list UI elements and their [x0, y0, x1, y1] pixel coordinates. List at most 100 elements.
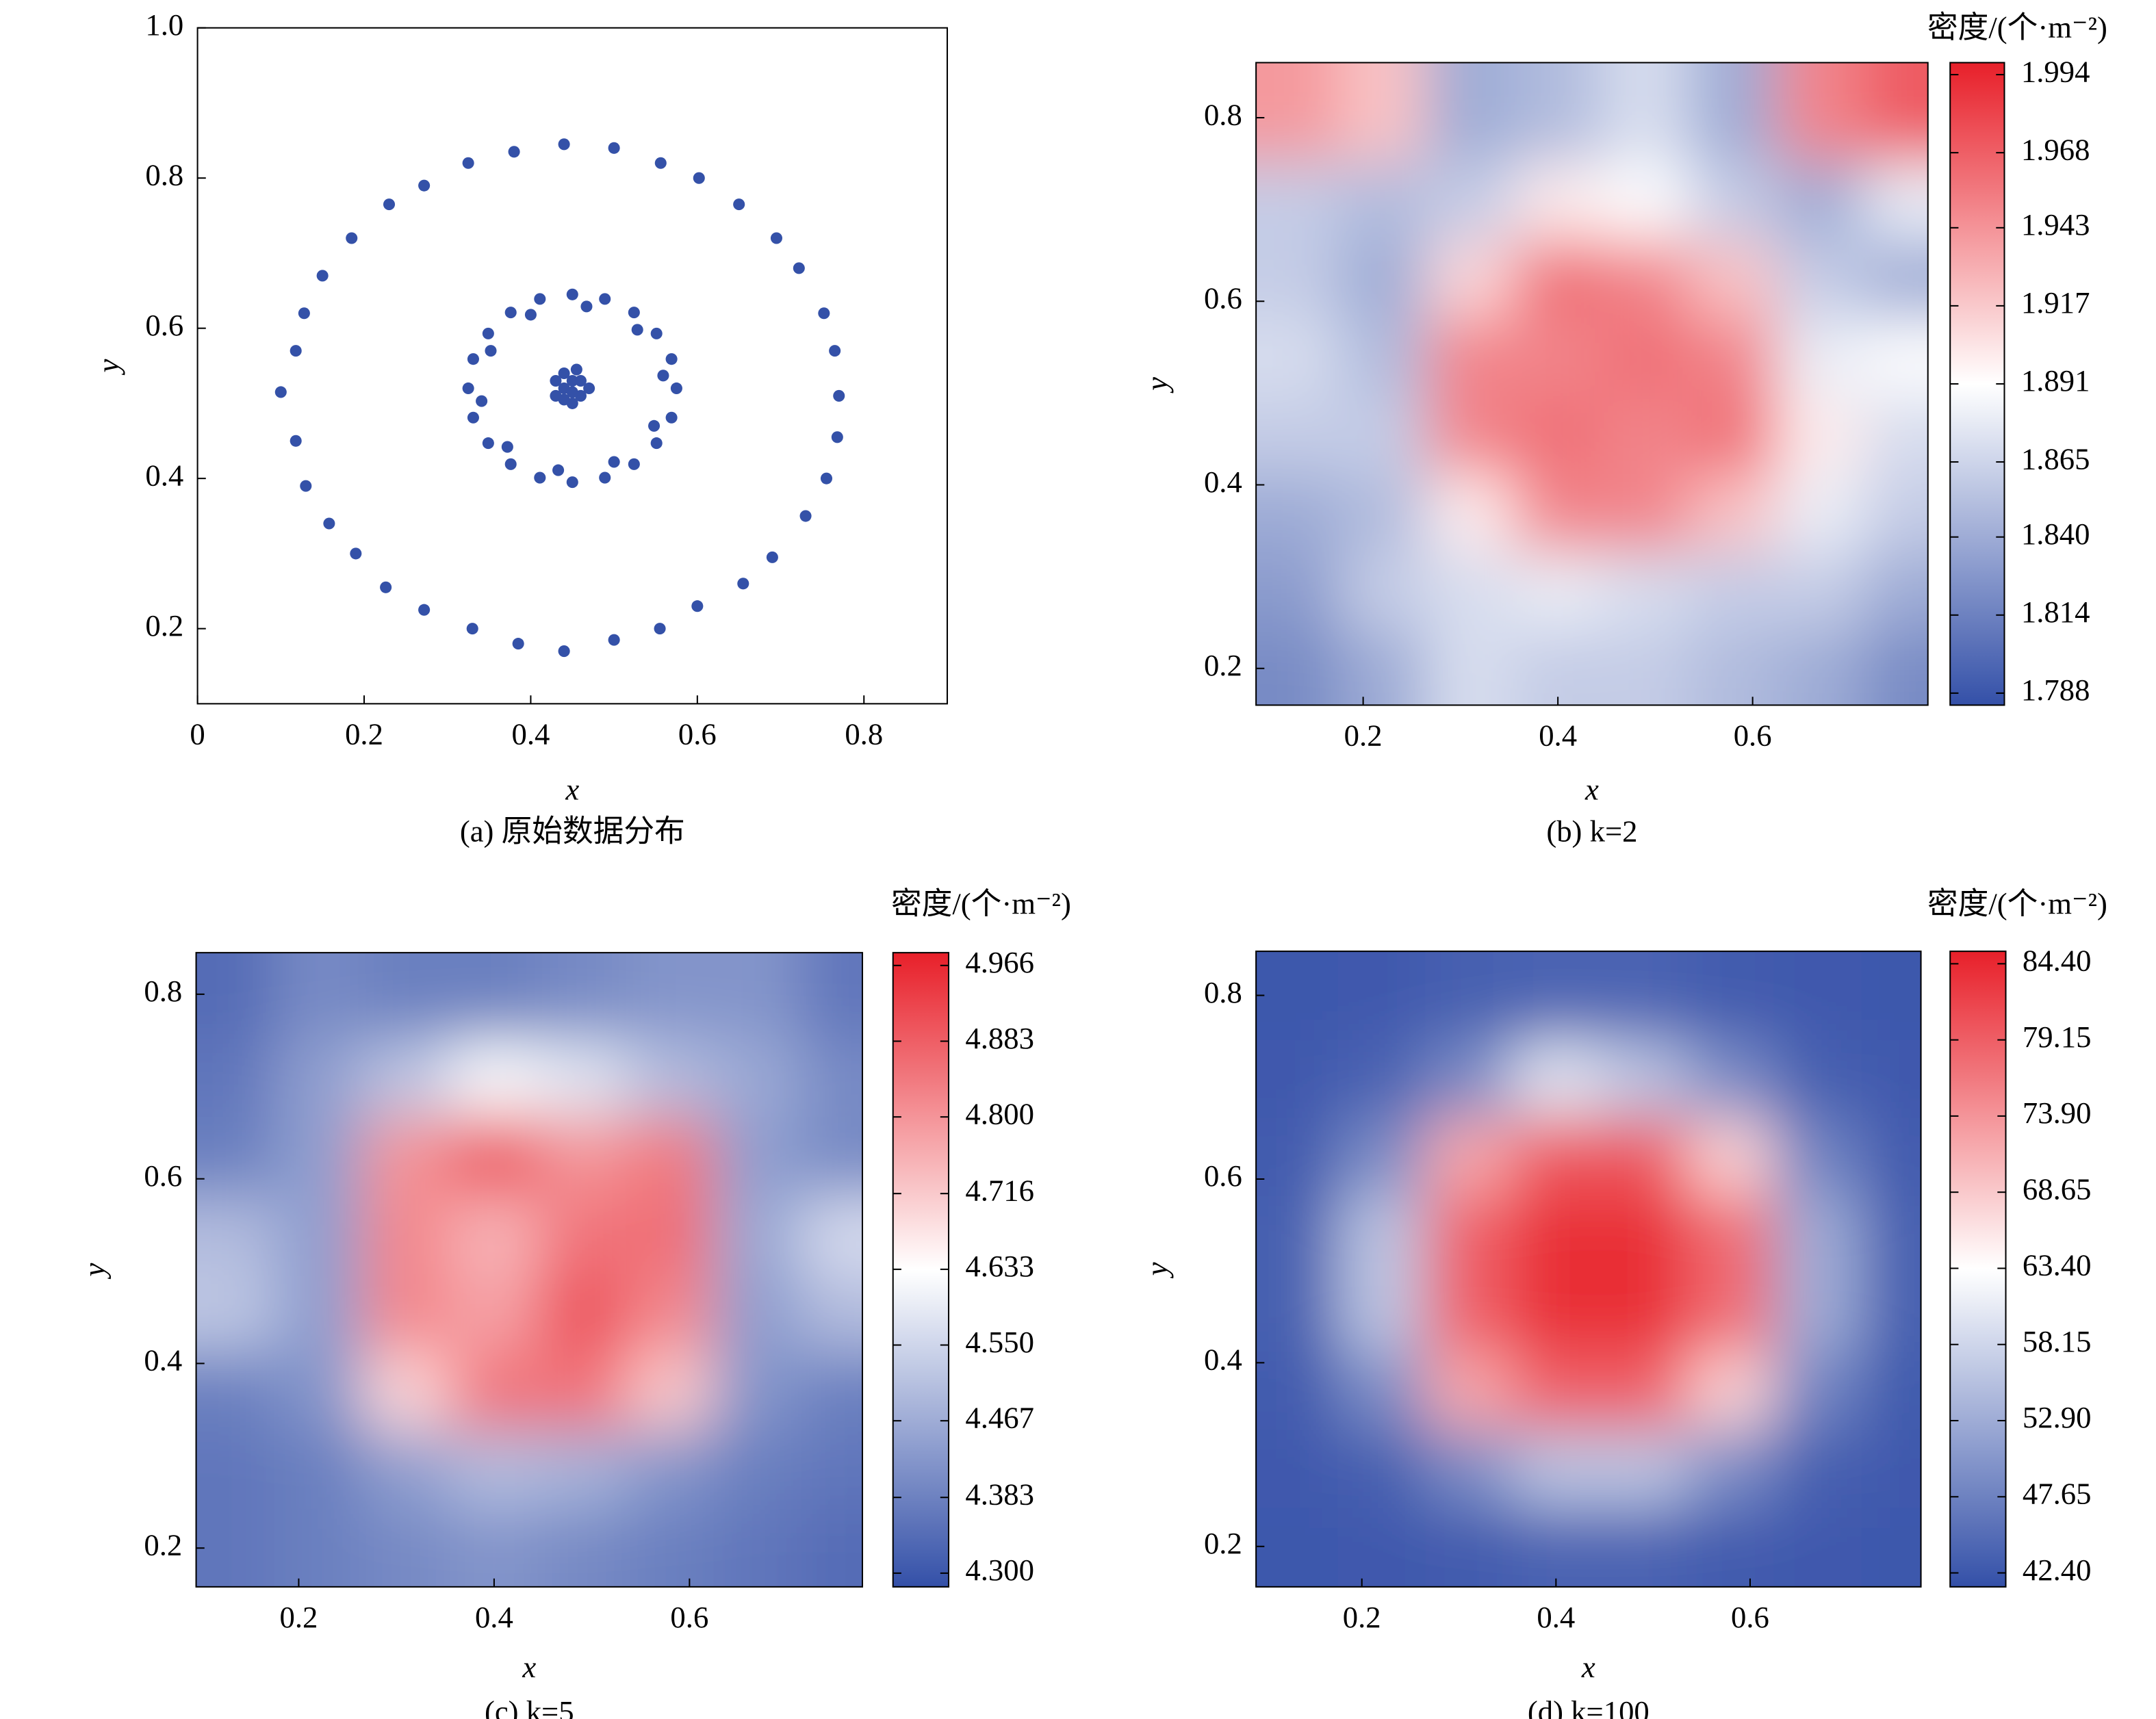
- caption: (c) k=5: [485, 1694, 574, 1719]
- heat-cell: [1862, 1273, 1921, 1352]
- heat-cell: [1777, 551, 1866, 630]
- heat-cell: [1689, 473, 1778, 552]
- heat-cell: [1864, 62, 1928, 162]
- heat-cell: [1426, 473, 1515, 552]
- heat-cell: [1337, 1507, 1426, 1587]
- heat-cell: [1774, 1039, 1863, 1118]
- heat-cell: [1689, 551, 1778, 630]
- heat-cell: [538, 1037, 627, 1117]
- heat-cell: [1689, 239, 1778, 318]
- colorbar-label: 密度/(个·m⁻²): [891, 886, 1071, 920]
- heat-cell: [801, 1273, 862, 1353]
- y-tick-label: 0.8: [1204, 97, 1242, 131]
- heat-cell: [450, 1273, 539, 1353]
- heat-cell: [1256, 395, 1340, 474]
- heat-cell: [1774, 1195, 1863, 1274]
- heatmap: [1256, 62, 1928, 706]
- heat-cell: [362, 953, 451, 1039]
- data-point: [558, 393, 570, 406]
- data-point: [650, 327, 663, 339]
- heatmap: [196, 953, 862, 1587]
- heat-cell: [1514, 473, 1603, 552]
- heat-cell: [1337, 1273, 1426, 1352]
- data-point: [818, 307, 830, 320]
- heat-cell: [1862, 1195, 1921, 1274]
- heat-cell: [1777, 395, 1866, 474]
- heat-cell: [1256, 161, 1340, 240]
- data-point: [657, 370, 669, 382]
- data-point: [566, 288, 578, 300]
- heat-cell: [1686, 1117, 1775, 1196]
- data-point: [501, 441, 513, 453]
- heat-cell: [1774, 1273, 1863, 1352]
- data-point: [829, 345, 841, 357]
- heat-cell: [362, 1508, 451, 1587]
- data-point: [628, 307, 640, 319]
- heat-cell: [1774, 1507, 1863, 1587]
- heat-cell: [1512, 1273, 1601, 1352]
- data-point: [599, 471, 611, 484]
- heatmap-cells: [1256, 62, 1928, 706]
- heat-cell: [1774, 1117, 1863, 1196]
- colorbar-tick-label: 1.917: [2021, 285, 2090, 320]
- data-point: [831, 431, 843, 443]
- colorbar-tick-label: 47.65: [2023, 1477, 2092, 1511]
- heat-cell: [450, 1508, 539, 1587]
- heat-cell: [1600, 1429, 1688, 1508]
- data-point: [323, 517, 335, 530]
- heat-cell: [196, 1508, 275, 1587]
- heat-cell: [1339, 395, 1428, 474]
- heat-cell: [1424, 1039, 1513, 1118]
- y-axis-label: y: [1140, 1262, 1174, 1278]
- heat-cell: [1862, 1507, 1921, 1587]
- heat-cell: [1514, 551, 1603, 630]
- heat-cell: [1862, 1117, 1921, 1196]
- heat-cell: [1689, 395, 1778, 474]
- x-tick-label: 0.4: [511, 716, 550, 751]
- data-point: [558, 367, 570, 380]
- heat-cell: [1689, 629, 1778, 706]
- y-tick-label: 0.8: [145, 157, 183, 192]
- data-point: [793, 262, 805, 274]
- colorbar-label: 密度/(个·m⁻²): [1927, 10, 2107, 44]
- data-point: [583, 382, 595, 395]
- heat-cell: [1600, 951, 1688, 1040]
- colorbar-label: 密度/(个·m⁻²): [1927, 886, 2107, 920]
- heat-cell: [714, 1273, 803, 1353]
- heat-cell: [1864, 239, 1928, 318]
- heat-cell: [1512, 951, 1601, 1040]
- heat-cell: [538, 1508, 627, 1587]
- data-point: [608, 456, 620, 468]
- colorbar-tick-label: 1.968: [2021, 132, 2090, 166]
- heat-cell: [1512, 1351, 1601, 1430]
- data-point: [290, 345, 302, 357]
- heat-cell: [1514, 395, 1603, 474]
- heat-cell: [274, 1508, 363, 1587]
- heat-cell: [450, 1430, 539, 1510]
- heat-cell: [1256, 1039, 1339, 1118]
- x-tick-label: 0.4: [475, 1600, 513, 1634]
- heat-cell: [1862, 1039, 1921, 1118]
- data-point: [665, 411, 678, 424]
- data-point: [298, 307, 310, 320]
- heat-cell: [1512, 1195, 1601, 1274]
- data-point: [462, 382, 474, 395]
- heatmap-cells: [196, 953, 862, 1587]
- y-tick-label: 0.8: [1204, 975, 1242, 1009]
- heat-cell: [1426, 239, 1515, 318]
- heat-cell: [1602, 62, 1691, 162]
- heat-cell: [626, 953, 715, 1039]
- data-point: [466, 623, 478, 635]
- data-point: [766, 551, 778, 563]
- heat-cell: [1862, 1429, 1921, 1508]
- plot-frame: [196, 27, 948, 705]
- heat-cell: [274, 1430, 363, 1510]
- heat-cell: [1686, 1039, 1775, 1118]
- colorbar-tick-label: 1.891: [2021, 363, 2090, 398]
- colorbar-tick-label: 1.943: [2021, 207, 2090, 242]
- heat-cell: [1514, 629, 1603, 706]
- heat-cell: [538, 1430, 627, 1510]
- heat-cell: [1864, 317, 1928, 396]
- heat-cell: [1256, 629, 1340, 706]
- data-point: [512, 638, 524, 650]
